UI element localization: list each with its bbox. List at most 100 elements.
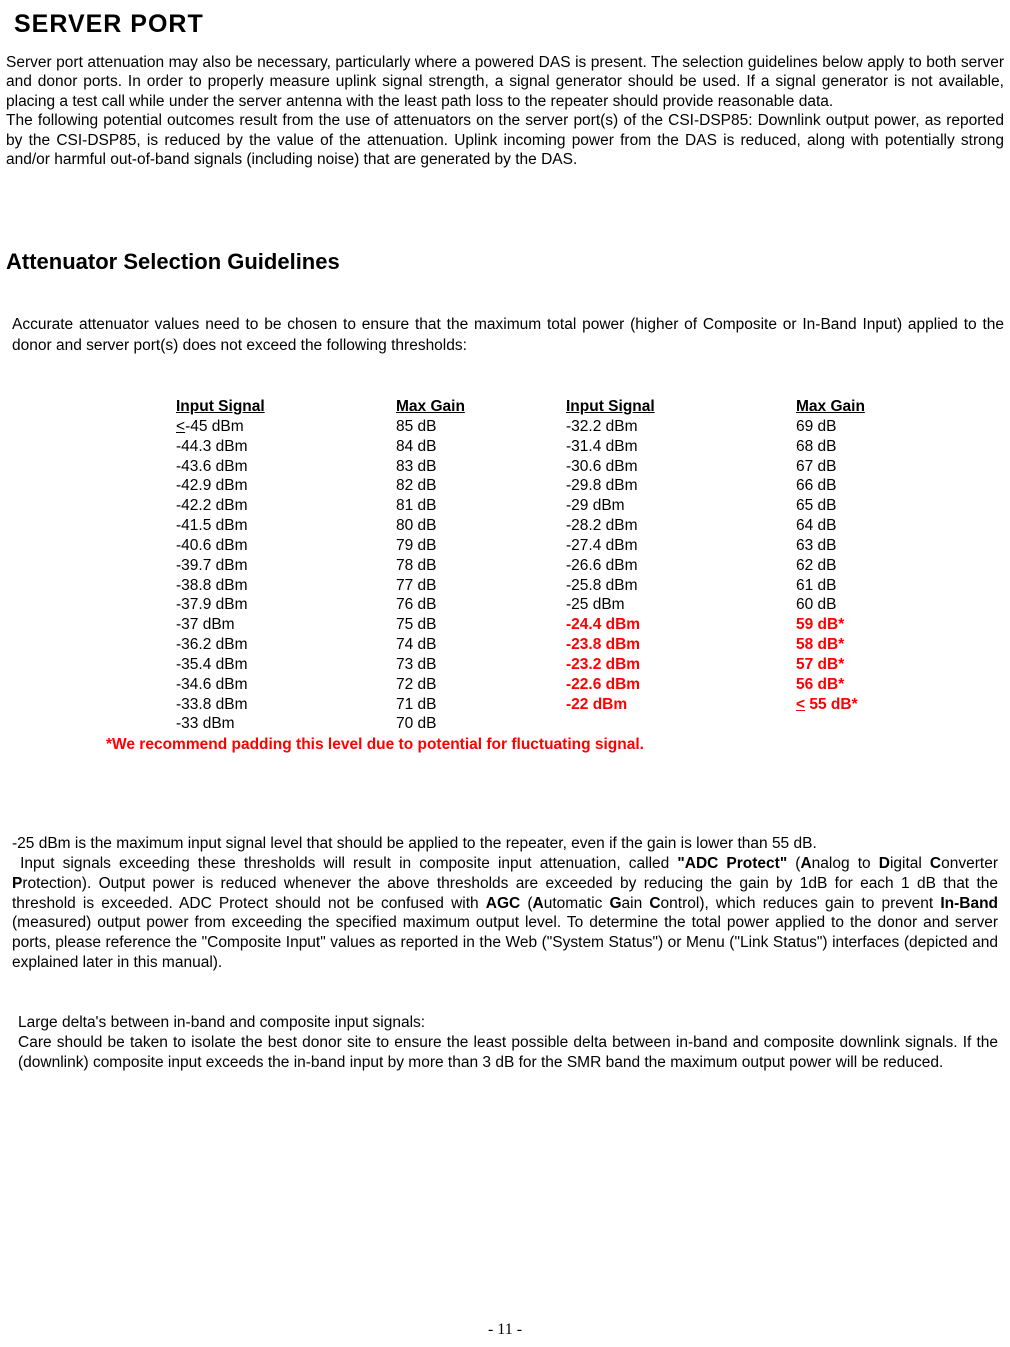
cell-max-gain-2: 59 dB* — [796, 615, 946, 635]
cell-max-gain-1: 73 dB — [396, 655, 566, 675]
cell-input-signal-2: -29 dBm — [566, 496, 796, 516]
table-row: -36.2 dBm74 dB -23.8 dBm58 dB* — [176, 635, 1004, 655]
cell-max-gain-2: 69 dB — [796, 417, 946, 437]
table-row: -35.4 dBm73 dB -23.2 dBm57 dB* — [176, 655, 1004, 675]
cell-max-gain-2: 66 dB — [796, 476, 946, 496]
cell-max-gain-1: 75 dB — [396, 615, 566, 635]
table-row: -42.2 dBm81 dB-29 dBm65 dB — [176, 496, 1004, 516]
cell-input-signal-1: -36.2 dBm — [176, 635, 396, 655]
cell-input-signal-1: -43.6 dBm — [176, 457, 396, 477]
cell-max-gain-2: 64 dB — [796, 516, 946, 536]
cell-input-signal-2: -27.4 dBm — [566, 536, 796, 556]
cell-max-gain-1: 78 dB — [396, 556, 566, 576]
cell-max-gain-2 — [796, 714, 946, 734]
cell-max-gain-1: 83 dB — [396, 457, 566, 477]
cell-max-gain-1: 82 dB — [396, 476, 566, 496]
table-row: -40.6 dBm79 dB-27.4 dBm63 dB — [176, 536, 1004, 556]
cell-max-gain-2: 63 dB — [796, 536, 946, 556]
cell-max-gain-2: 56 dB* — [796, 675, 946, 695]
table-row: -44.3 dBm84 dB-31.4 dBm68 dB — [176, 437, 1004, 457]
adc-bold-8: G — [609, 895, 621, 912]
cell-input-signal-1: -41.5 dBm — [176, 516, 396, 536]
paragraph-server-port-a: Server port attenuation may also be nece… — [6, 53, 1004, 111]
page-number: - 11 - — [0, 1321, 1010, 1339]
table-row: -42.9 dBm82 dB-29.8 dBm66 dB — [176, 476, 1004, 496]
adc-bold-9: C — [649, 895, 660, 912]
cell-input-signal-2: -25.8 dBm — [566, 576, 796, 596]
table-row: -37 dBm75 dB -24.4 dBm59 dB* — [176, 615, 1004, 635]
table-header-row: Input Signal Max Gain Input Signal Max G… — [176, 397, 1004, 417]
cell-max-gain-1: 81 dB — [396, 496, 566, 516]
cell-input-signal-2: -22 dBm — [566, 695, 796, 715]
large-delta-line1: Large delta's between in-band and compos… — [18, 1013, 998, 1033]
adc-bold-1: "ADC Protect" — [677, 855, 787, 872]
section-title: SERVER PORT — [14, 10, 1004, 39]
gain-table: Input Signal Max Gain Input Signal Max G… — [176, 397, 1004, 734]
cell-input-signal-2: -24.4 dBm — [566, 615, 796, 635]
cell-input-signal-1: -44.3 dBm — [176, 437, 396, 457]
cell-input-signal-2: -23.2 dBm — [566, 655, 796, 675]
cell-max-gain-1: 77 dB — [396, 576, 566, 596]
header-max-gain-2: Max Gain — [796, 397, 946, 417]
cell-input-signal-2 — [566, 714, 796, 734]
table-row: -38.8 dBm77 dB-25.8 dBm61 dB — [176, 576, 1004, 596]
adc-bold-5: P — [12, 875, 22, 892]
subheading-attenuator: Attenuator Selection Guidelines — [6, 249, 1004, 275]
cell-input-signal-2: -28.2 dBm — [566, 516, 796, 536]
cell-input-signal-1: -34.6 dBm — [176, 675, 396, 695]
adc-text-1: ( — [787, 855, 800, 872]
cell-input-signal-2: -30.6 dBm — [566, 457, 796, 477]
table-row: -41.5 dBm80 dB-28.2 dBm64 dB — [176, 516, 1004, 536]
cell-input-signal-2: -32.2 dBm — [566, 417, 796, 437]
adc-text-4: onverter — [941, 855, 998, 872]
cell-input-signal-1: -42.2 dBm — [176, 496, 396, 516]
adc-text-8: ain — [622, 895, 650, 912]
cell-input-signal-1: -37.9 dBm — [176, 595, 396, 615]
adc-bold-6: AGC — [486, 895, 520, 912]
adc-bold-4: C — [930, 855, 941, 872]
paragraph-attenuator-intro: Accurate attenuator values need to be ch… — [12, 315, 1004, 357]
cell-max-gain-2: 62 dB — [796, 556, 946, 576]
table-row: -37.9 dBm76 dB -25 dBm60 dB — [176, 595, 1004, 615]
adc-text-post: (measured) output power from exceeding t… — [12, 914, 998, 971]
cell-input-signal-1: <-45 dBm — [176, 417, 396, 437]
cell-max-gain-1: 79 dB — [396, 536, 566, 556]
cell-max-gain-2: 65 dB — [796, 496, 946, 516]
large-delta-line2: Care should be taken to isolate the best… — [18, 1033, 998, 1073]
adc-bold-7: A — [533, 895, 544, 912]
cell-input-signal-1: -39.7 dBm — [176, 556, 396, 576]
cell-input-signal-1: -33.8 dBm — [176, 695, 396, 715]
adc-text-3: igital — [890, 855, 930, 872]
cell-max-gain-1: 80 dB — [396, 516, 566, 536]
paragraph-server-port-b: The following potential outcomes result … — [6, 111, 1004, 169]
cell-max-gain-1: 71 dB — [396, 695, 566, 715]
cell-input-signal-2: -31.4 dBm — [566, 437, 796, 457]
cell-max-gain-2: 60 dB — [796, 595, 946, 615]
adc-bold-3: D — [879, 855, 890, 872]
cell-input-signal-1: -33 dBm — [176, 714, 396, 734]
paragraph-adc-protect: -25 dBm is the maximum input signal leve… — [12, 834, 998, 973]
cell-input-signal-2: -25 dBm — [566, 595, 796, 615]
table-row: -39.7 dBm78 dB-26.6 dBm62 dB — [176, 556, 1004, 576]
table-row: -34.6 dBm 72 dB -22.6 dBm56 dB* — [176, 675, 1004, 695]
paragraph-large-delta: Large delta's between in-band and compos… — [18, 1013, 998, 1073]
cell-max-gain-2: 68 dB — [796, 437, 946, 457]
adc-bold-2: A — [800, 855, 811, 872]
cell-max-gain-1: 84 dB — [396, 437, 566, 457]
cell-input-signal-1: -42.9 dBm — [176, 476, 396, 496]
header-input-signal-2: Input Signal — [566, 397, 796, 417]
adc-text-9: ontrol), which reduces gain to prevent — [661, 895, 941, 912]
cell-max-gain-2: 58 dB* — [796, 635, 946, 655]
cell-max-gain-2: 61 dB — [796, 576, 946, 596]
cell-input-signal-1: -37 dBm — [176, 615, 396, 635]
cell-input-signal-1: -35.4 dBm — [176, 655, 396, 675]
cell-input-signal-1: -38.8 dBm — [176, 576, 396, 596]
adc-bold-10: In-Band — [940, 895, 998, 912]
cell-input-signal-2: -26.6 dBm — [566, 556, 796, 576]
adc-text-7: utomatic — [544, 895, 610, 912]
cell-max-gain-2: 57 dB* — [796, 655, 946, 675]
cell-input-signal-2: -29.8 dBm — [566, 476, 796, 496]
table-row: -33.8 dBm71 dB -22 dBm< 55 dB* — [176, 695, 1004, 715]
cell-max-gain-2: 67 dB — [796, 457, 946, 477]
adc-text-6: ( — [520, 895, 532, 912]
